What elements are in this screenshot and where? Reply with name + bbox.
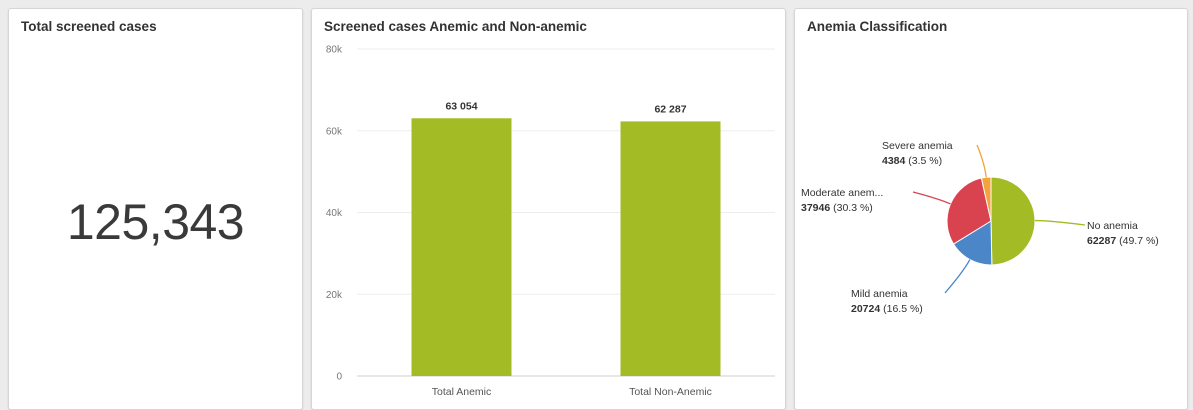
pie-chart: No anemia 62287 (49.7 %) Mild anemia 20724 …: [801, 140, 1159, 315]
x-category-label: Total Anemic: [432, 386, 492, 398]
pie-label-value: 37946 (30.3 %): [801, 202, 873, 214]
y-tick-label: 40k: [326, 208, 343, 219]
y-tick-label: 80k: [326, 45, 343, 56]
anemic-bar-chart-panel: Screened cases Anemic and Non-anemic 0 20…: [311, 8, 786, 410]
total-screened-value: 125,343: [66, 194, 245, 250]
y-tick-label: 60k: [326, 126, 343, 137]
pie-slice-no-anemia[interactable]: [990, 176, 1036, 266]
x-category-label: Total Non-Anemic: [629, 386, 712, 398]
bar-total-anemic[interactable]: [411, 118, 512, 376]
bar-data-label: 62 287: [654, 103, 686, 115]
pie-slice-mild-anemia[interactable]: [952, 220, 993, 266]
pie-label-name: No anemia: [1087, 220, 1138, 232]
y-tick-label: 0: [336, 372, 342, 383]
total-screened-title: Total screened cases: [21, 19, 157, 34]
bar-data-label: 63 054: [445, 100, 477, 112]
pie-chart-title: Anemia Classification: [807, 19, 948, 34]
pie-leader-line: [944, 259, 971, 294]
total-screened-panel: Total screened cases 125,343: [8, 8, 303, 410]
pie-label-value: 20724 (16.5 %): [851, 303, 923, 315]
pie-leader-line: [912, 191, 951, 205]
y-tick-label: 20k: [326, 290, 343, 301]
pie-leader-line: [1034, 219, 1086, 226]
pie-label-value: 4384 (3.5 %): [882, 155, 942, 167]
pie-leader-line: [976, 144, 987, 178]
pie-label-name: Mild anemia: [851, 288, 908, 300]
bar-chart-title: Screened cases Anemic and Non-anemic: [324, 19, 587, 34]
anemia-classification-panel: Anemia Classification No anemia 62287 (49…: [794, 8, 1188, 410]
bar-chart: 0 20k 40k 60k 80k 63 054 Total Anemic 62 287 Tot…: [326, 45, 775, 398]
pie-label-name: Moderate anem...: [801, 187, 883, 199]
pie-label-value: 62287 (49.7 %): [1087, 235, 1159, 247]
bar-total-non-anemic[interactable]: [620, 121, 721, 376]
pie-label-name: Severe anemia: [882, 140, 953, 152]
